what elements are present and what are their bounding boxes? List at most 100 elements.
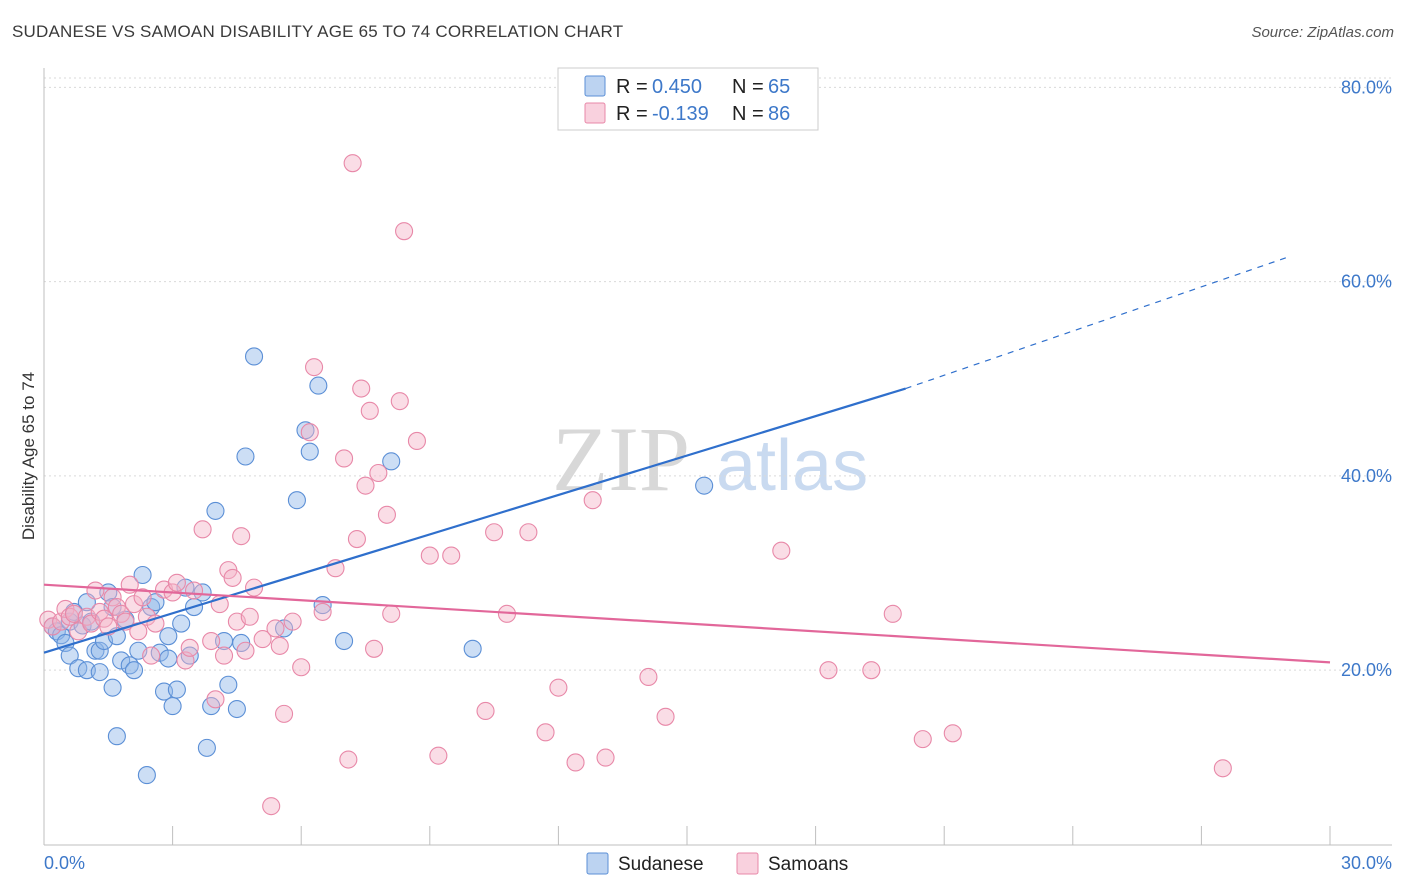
watermark-zip: ZIP: [552, 408, 690, 510]
series-legend: Sudanese Samoans: [586, 852, 848, 875]
point-samoans-57: [352, 379, 371, 398]
point-sudanese-36: [172, 614, 191, 633]
point-samoans-31: [202, 631, 221, 651]
point-samoans-42: [253, 630, 272, 649]
gridlines: [44, 77, 1392, 671]
point-sudanese-18: [103, 678, 122, 697]
chart-title: SUDANESE VS SAMOAN DISABILITY AGE 65 TO …: [12, 22, 624, 41]
point-samoans-40: [240, 607, 259, 626]
point-samoans-86: [943, 724, 962, 743]
point-sudanese-51: [287, 491, 306, 510]
point-sudanese-21: [112, 651, 131, 670]
trendline-sudanese-extension: [905, 256, 1288, 390]
point-samoans-1: [43, 617, 62, 636]
point-samoans-81: [772, 541, 791, 560]
point-sudanese-59: [695, 476, 714, 495]
point-samoans-32: [206, 690, 225, 709]
point-sudanese-57: [382, 452, 401, 471]
point-sudanese-20: [107, 727, 126, 746]
point-samoans-80: [656, 707, 675, 726]
point-samoans-85: [913, 730, 932, 749]
point-sudanese-48: [236, 447, 255, 466]
point-samoans-74: [536, 723, 555, 742]
watermark-atlas: atlas: [716, 426, 868, 506]
point-samoans-30: [193, 520, 212, 539]
bottom-legend-swatch-sudanese: [586, 852, 609, 875]
point-sudanese-24: [124, 661, 144, 680]
legend-r-value-sudanese: 0.450: [652, 76, 702, 98]
x-tick-label-right: 30.0%: [1341, 853, 1392, 873]
point-sudanese-41: [197, 738, 216, 757]
point-samoans-29: [184, 581, 204, 600]
point-samoans-47: [283, 612, 302, 631]
legend-n-value-samoans: 86: [768, 103, 790, 125]
point-samoans-67: [420, 546, 439, 565]
point-sudanese-49: [244, 347, 264, 366]
bottom-legend-swatch-samoans: [736, 852, 759, 875]
point-samoans-39: [236, 641, 255, 660]
legend-r-value-samoans: -0.139: [652, 103, 709, 125]
x-ticks: [43, 826, 1331, 845]
point-samoans-71: [485, 523, 504, 542]
point-sudanese-43: [206, 501, 225, 520]
point-sudanese-45: [219, 675, 238, 694]
legend-swatch-sudanese: [584, 75, 606, 97]
point-sudanese-33: [159, 627, 178, 646]
point-samoans-83: [862, 661, 881, 680]
point-sudanese-46: [227, 699, 246, 719]
y-tick-label-20: 20.0%: [1341, 660, 1392, 680]
point-samoans-54: [339, 750, 358, 769]
point-samoans-79: [639, 667, 658, 687]
point-samoans-87: [1213, 759, 1232, 778]
point-samoans-49: [300, 423, 319, 442]
point-sudanese-56: [335, 631, 354, 651]
point-samoans-64: [390, 392, 409, 411]
point-sudanese-26: [133, 565, 152, 585]
point-samoans-51: [313, 602, 332, 621]
trendline-samoans: [43, 583, 1331, 664]
y-tick-labels: 20.0% 40.0% 60.0% 80.0%: [1341, 77, 1392, 680]
stats-legend: R = 0.450 N = 65 R = -0.139 N = 86: [557, 67, 819, 131]
point-samoans-53: [335, 449, 354, 468]
bottom-legend-label-samoans: Samoans: [768, 854, 848, 875]
point-samoans-78: [596, 748, 615, 767]
point-samoans-55: [343, 154, 362, 173]
y-tick-label-40: 40.0%: [1341, 466, 1392, 486]
point-samoans-56: [347, 530, 366, 549]
point-samoans-77: [583, 491, 602, 510]
point-samoans-50: [305, 358, 324, 377]
point-samoans-82: [819, 661, 838, 680]
y-tick-label-60: 60.0%: [1341, 272, 1392, 292]
source-credit: Source: ZipAtlas.com: [1251, 24, 1394, 41]
x-tick-label-left: 0.0%: [44, 853, 85, 873]
point-sudanese-27: [137, 766, 156, 785]
point-samoans-75: [549, 678, 568, 697]
point-samoans-34: [214, 646, 234, 665]
point-samoans-22: [142, 646, 161, 665]
point-samoans-69: [442, 546, 461, 565]
y-tick-label-80: 80.0%: [1341, 77, 1392, 97]
point-samoans-61: [369, 463, 388, 483]
legend-n-label-sudanese: N =: [732, 76, 764, 98]
legend-swatch-samoans: [584, 102, 606, 124]
point-samoans-76: [566, 753, 585, 772]
point-samoans-68: [429, 746, 448, 765]
point-samoans-46: [275, 704, 294, 723]
point-sudanese-14: [90, 641, 109, 660]
legend-r-label-sudanese: R =: [616, 76, 648, 98]
y-axis-title: Disability Age 65 to 74: [19, 372, 38, 540]
point-samoans-84: [883, 604, 902, 623]
point-samoans-66: [407, 431, 426, 451]
point-samoans-73: [519, 523, 538, 542]
point-samoans-63: [382, 604, 401, 623]
point-samoans-28: [180, 638, 199, 657]
point-samoans-9: [86, 581, 105, 600]
point-samoans-48: [292, 658, 311, 677]
point-samoans-58: [356, 476, 375, 495]
point-sudanese-54: [309, 376, 328, 395]
point-samoans-62: [377, 505, 396, 524]
point-sudanese-13: [90, 663, 109, 682]
point-samoans-26: [167, 573, 186, 592]
bottom-legend-label-sudanese: Sudanese: [618, 854, 704, 875]
